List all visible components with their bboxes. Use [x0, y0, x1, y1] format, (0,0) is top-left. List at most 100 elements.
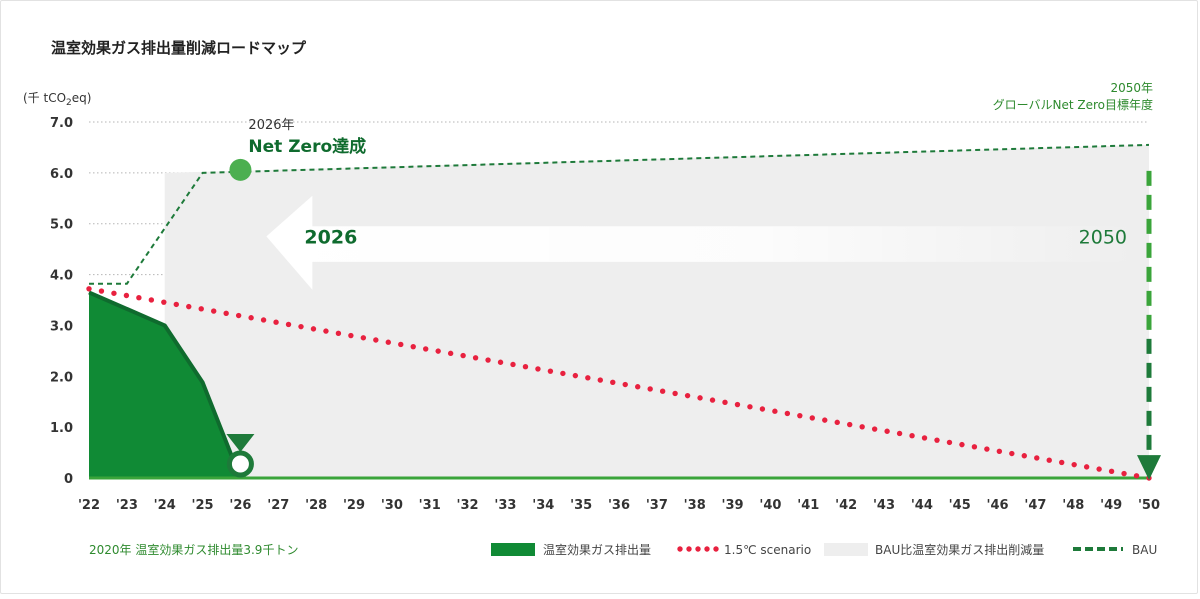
- legend-swatch-emissions: [491, 543, 535, 556]
- scenario-dot: [759, 406, 766, 412]
- x-tick-label: '28: [305, 498, 327, 513]
- legend-swatch-band: [824, 543, 868, 556]
- chart-title: 温室効果ガス排出量削減ロードマップ: [51, 39, 307, 57]
- scenario-dot: [847, 421, 853, 428]
- y-tick-label: 7.0: [50, 116, 73, 131]
- baseline-note: 2020年 温室効果ガス排出量3.9千トン: [89, 542, 298, 557]
- scenario-dot: [248, 315, 254, 321]
- x-tick-label: '31: [419, 498, 441, 513]
- y-tick-label: 1.0: [50, 421, 73, 436]
- y-tick-label: 4.0: [50, 269, 73, 284]
- x-tick-label: '49: [1100, 498, 1122, 513]
- scenario-dot: [622, 381, 628, 388]
- scenario-dot: [1021, 453, 1027, 459]
- target-year-label: 2050年: [1110, 81, 1153, 95]
- scenario-dot: [909, 433, 915, 439]
- scenario-dot: [822, 417, 828, 423]
- scenario-dot: [647, 386, 653, 392]
- scenario-dot: [111, 290, 117, 296]
- x-tick-label: '37: [646, 498, 668, 513]
- scenario-dot: [859, 424, 865, 430]
- x-tick-labels: '22 '23 '24 '25 '26 '27 '28 '29 '30 '31 '32 '33 '34 '…: [78, 498, 1160, 513]
- scenario-dot: [722, 399, 728, 406]
- arrow-label-2050: 2050: [1079, 226, 1127, 248]
- scenario-dot: [809, 415, 815, 421]
- scenario-dot: [635, 384, 641, 390]
- x-tick-label: '29: [343, 498, 365, 513]
- scenario-dot: [497, 359, 504, 365]
- x-tick-label: '41: [797, 498, 819, 513]
- x-tick-label: '32: [457, 498, 479, 513]
- x-tick-label: '33: [494, 498, 516, 513]
- legend: 温室効果ガス排出量 1.5℃ scenario BAU比温室効果ガス排出削減量 …: [491, 542, 1157, 557]
- scenario-dot: [123, 292, 130, 299]
- scenario-dot: [971, 444, 978, 450]
- scenario-dot: [784, 410, 791, 417]
- scenario-dot: [896, 430, 903, 437]
- scenario-dot: [211, 308, 217, 314]
- net-zero-arrow-head: [226, 434, 255, 452]
- x-tick-label: '39: [722, 498, 744, 513]
- emissions-area-outline: [88, 290, 243, 479]
- scenario-dot: [285, 321, 292, 328]
- scenario-dot: [398, 341, 404, 348]
- bau-dashed-line: [89, 143, 1150, 285]
- scenario-dot: [984, 446, 990, 452]
- x-tick-label: '25: [192, 498, 214, 513]
- scenario-dot: [223, 310, 229, 316]
- legend-dot: [695, 546, 701, 552]
- scenario-dot: [1046, 457, 1052, 463]
- x-tick-label: '42: [835, 498, 857, 513]
- scenario-dot: [186, 303, 192, 310]
- scenario-dot: [659, 388, 666, 394]
- target-2050-arrow-head: [1137, 455, 1161, 480]
- scenario-dot: [921, 435, 928, 441]
- legend-dot: [677, 546, 683, 552]
- net-zero-start-dot: [229, 158, 252, 181]
- scenario-dot: [348, 332, 354, 339]
- scenario-dot: [1133, 473, 1140, 479]
- x-tick-label: '43: [873, 498, 895, 513]
- y-tick-label: 6.0: [50, 167, 73, 182]
- x-tick-label: '50: [1138, 498, 1160, 513]
- scenario-dot: [260, 317, 267, 323]
- x-tick-label: '38: [684, 498, 706, 513]
- scenario-dot: [86, 286, 92, 292]
- scenario-dot: [585, 375, 591, 381]
- net-zero-label: Net Zero達成: [248, 136, 366, 157]
- scenario-dot: [772, 408, 778, 414]
- y-tick-label: 2.0: [50, 370, 73, 385]
- scenario-dot: [560, 370, 566, 377]
- y-tick-label: 5.0: [50, 218, 73, 233]
- x-tick-label: '46: [987, 498, 1009, 513]
- scenario-dot: [335, 330, 342, 337]
- x-tick-label: '23: [116, 498, 138, 513]
- scenario-dot: [310, 326, 317, 332]
- legend-swatch-scenario: [677, 546, 719, 552]
- scenario-dot: [136, 295, 142, 301]
- timeline-arrow: [266, 195, 1141, 290]
- scenario-dot: [385, 339, 391, 345]
- scenario-dot: [360, 335, 367, 341]
- scenario-dot: [871, 426, 878, 432]
- y-tick-label: 0: [64, 472, 73, 487]
- x-tick-label: '48: [1062, 498, 1084, 513]
- bau-reduction-band: [164, 144, 1149, 478]
- x-tick-label: '35: [570, 498, 592, 513]
- scenario-dot: [535, 366, 541, 372]
- scenario-dot: [1009, 450, 1015, 457]
- x-tick-label: '47: [1024, 498, 1046, 513]
- legend-dot: [686, 546, 692, 552]
- scenario-dot: [734, 401, 741, 408]
- scenario-dot: [423, 346, 429, 352]
- legend-dot: [704, 546, 710, 552]
- net-zero-year-label: 2026年: [248, 118, 294, 133]
- scenario-dot: [198, 306, 204, 312]
- scenario-dot: [884, 428, 890, 434]
- scenario-dot: [1059, 459, 1065, 466]
- scenario-dot: [1071, 461, 1077, 468]
- scenario-dot: [298, 323, 304, 330]
- legend-label-scenario: 1.5℃ scenario: [724, 543, 811, 557]
- scenario-dot: [597, 377, 603, 383]
